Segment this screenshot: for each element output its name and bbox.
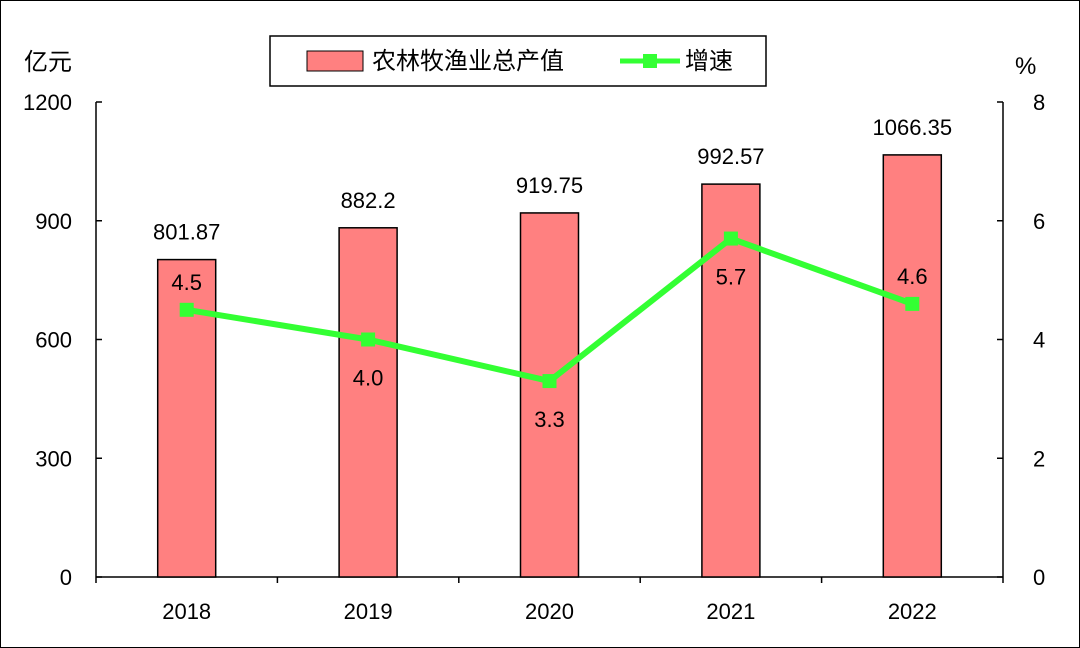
right-y-tick-label: 4 — [1033, 328, 1045, 353]
bar-value-label: 1066.35 — [873, 115, 953, 140]
bar — [701, 183, 761, 578]
growth-marker — [361, 332, 376, 347]
bar-value-label: 919.75 — [516, 173, 583, 198]
x-tick-label: 2021 — [706, 599, 755, 624]
x-tick-label: 2019 — [344, 599, 393, 624]
x-tick-label: 2020 — [525, 599, 574, 624]
growth-marker — [179, 302, 194, 317]
right-y-tick-label: 2 — [1033, 446, 1045, 471]
growth-value-label: 3.3 — [534, 407, 565, 432]
growth-value-label: 4.0 — [353, 366, 384, 391]
legend-bar-swatch — [306, 50, 364, 72]
growth-marker — [723, 231, 738, 246]
bar — [882, 154, 943, 578]
right-axis-unit: % — [1015, 53, 1036, 80]
bar-value-label: 882.2 — [341, 188, 396, 213]
left-y-tick-label: 300 — [35, 446, 72, 471]
right-y-tick-label: 6 — [1033, 209, 1045, 234]
growth-marker — [905, 296, 920, 311]
bar — [338, 227, 398, 578]
growth-value-label: 4.6 — [897, 264, 928, 289]
left-y-tick-label: 900 — [35, 209, 72, 234]
legend-line-marker — [643, 54, 657, 68]
x-tick-label: 2022 — [888, 599, 937, 624]
right-y-tick-label: 8 — [1033, 90, 1045, 115]
left-y-tick-label: 1200 — [23, 90, 72, 115]
x-tick-label: 2018 — [162, 599, 211, 624]
bar — [519, 212, 580, 578]
legend-line-label: 增速 — [685, 48, 733, 75]
legend-bar-label: 农林牧渔业总产值 — [372, 48, 564, 75]
growth-value-label: 5.7 — [716, 265, 747, 290]
left-y-tick-label: 0 — [60, 565, 72, 590]
bar-value-label: 801.87 — [153, 220, 220, 245]
left-axis-unit: 亿元 — [24, 49, 72, 76]
bar-value-label: 992.57 — [697, 144, 764, 169]
right-y-tick-label: 0 — [1033, 565, 1045, 590]
growth-marker — [542, 374, 557, 389]
growth-value-label: 4.5 — [171, 270, 202, 295]
left-y-tick-label: 600 — [35, 328, 72, 353]
legend: 农林牧渔业总产值 增速 — [269, 35, 767, 87]
chart-marks: 0 300 600 900 1200 0 2 4 6 8 2018 2019 2020 2021 2022 8… — [23, 90, 1045, 624]
